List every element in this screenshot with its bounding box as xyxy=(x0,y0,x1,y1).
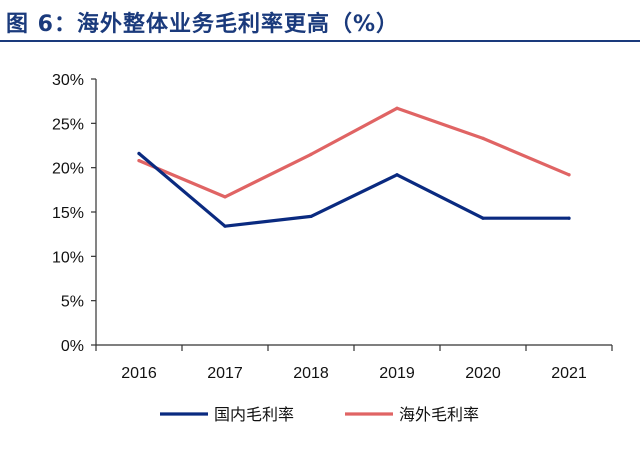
data-point-domestic xyxy=(309,214,313,219)
x-tick-label: 2018 xyxy=(293,365,329,382)
data-point-overseas xyxy=(567,173,571,177)
legend-label-domestic: 国内毛利率 xyxy=(214,405,294,424)
y-tick-label: 25% xyxy=(52,116,84,133)
x-tick-label: 2017 xyxy=(207,365,243,382)
chart-series xyxy=(137,106,571,228)
series-line-overseas xyxy=(137,106,571,199)
data-point-domestic xyxy=(395,173,399,177)
chart-axes: 0% 5% 10% 15% 20% 25% 30% 2016 2017 2018 2019 2020 2… xyxy=(52,72,613,382)
x-tick-label: 2021 xyxy=(551,365,587,382)
series-line-domestic xyxy=(137,151,571,228)
data-point-overseas xyxy=(223,195,227,199)
y-tick-label: 15% xyxy=(52,205,84,222)
y-tick-label: 20% xyxy=(52,161,84,178)
data-point-overseas xyxy=(395,106,399,110)
title-bar: 图 6：海外整体业务毛利率更高（%） xyxy=(0,0,640,42)
data-point-overseas xyxy=(309,152,313,156)
data-point-domestic xyxy=(223,224,227,228)
data-point-domestic xyxy=(481,216,485,220)
data-point-overseas xyxy=(137,158,141,163)
y-tick-label: 0% xyxy=(61,338,84,355)
y-tick-label: 30% xyxy=(52,72,84,89)
y-tick-label: 10% xyxy=(52,249,84,266)
figure-title: 图 6：海外整体业务毛利率更高（%） xyxy=(6,12,400,37)
x-tick-label: 2019 xyxy=(379,365,415,382)
chart-legend: 国内毛利率 海外毛利率 xyxy=(160,405,479,424)
title-underline xyxy=(0,40,640,42)
data-point-domestic xyxy=(567,216,571,220)
data-point-domestic xyxy=(137,151,141,156)
y-tick-label: 5% xyxy=(61,294,84,311)
data-point-overseas xyxy=(481,136,485,141)
x-tick-label: 2016 xyxy=(121,365,157,382)
x-tick-label: 2020 xyxy=(465,365,501,382)
legend-label-overseas: 海外毛利率 xyxy=(399,405,479,424)
